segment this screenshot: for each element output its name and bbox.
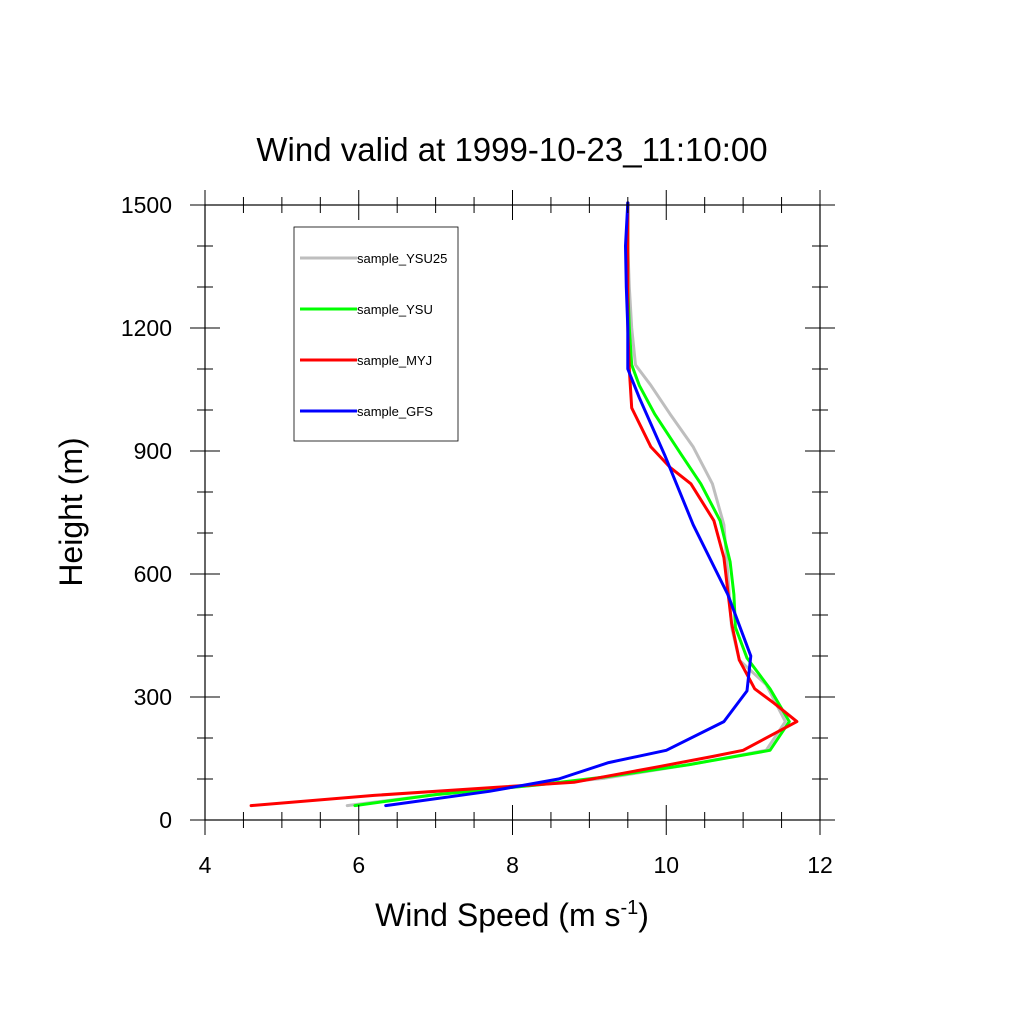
x-axis-label: Wind Speed (m s-1) <box>375 897 649 933</box>
x-tick-label: 4 <box>199 852 212 878</box>
legend-label-sample_YSU25: sample_YSU25 <box>357 251 447 266</box>
y-tick-label: 600 <box>134 561 172 587</box>
chart-title: Wind valid at 1999-10-23_11:10:00 <box>256 131 767 168</box>
y-tick-label: 900 <box>134 438 172 464</box>
series-line-sample_GFS <box>384 201 753 808</box>
x-axis-label-main: Wind Speed (m s <box>375 897 620 933</box>
y-tick-label: 0 <box>159 807 172 833</box>
plot-area: 4 6 8 10 12 0 300 600 900 1200 1500 <box>121 190 835 878</box>
y-tick-label: 1500 <box>121 192 172 218</box>
x-axis-label-close: ) <box>638 897 649 933</box>
y-tick-label: 300 <box>134 684 172 710</box>
legend-label-sample_GFS: sample_GFS <box>357 404 433 419</box>
x-tick-label: 10 <box>653 852 679 878</box>
x-tick-label: 12 <box>807 852 833 878</box>
legend-label-sample_YSU: sample_YSU <box>357 302 433 317</box>
legend: sample_YSU25 sample_YSU sample_MYJ sample_G… <box>293 226 459 442</box>
series-line-sample_MYJ <box>249 201 799 808</box>
legend-box <box>293 226 459 442</box>
y-axis-label: Height (m) <box>53 437 89 586</box>
x-tick-label: 8 <box>506 852 519 878</box>
legend-label-sample_MYJ: sample_MYJ <box>357 353 432 368</box>
y-tick-label: 1200 <box>121 315 172 341</box>
x-tick-label: 6 <box>352 852 365 878</box>
x-axis-label-superscript: -1 <box>620 897 638 919</box>
